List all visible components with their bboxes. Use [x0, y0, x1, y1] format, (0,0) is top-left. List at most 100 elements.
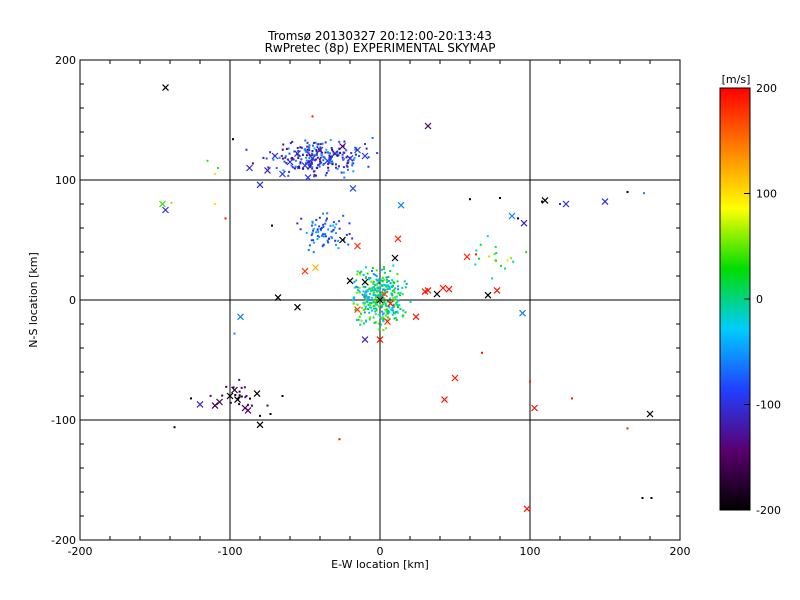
- data-dot: [370, 280, 373, 283]
- data-dot: [240, 395, 243, 398]
- data-dot: [384, 289, 387, 292]
- data-cross: [601, 198, 609, 206]
- data-dot: [327, 228, 330, 231]
- data-dot: [281, 148, 284, 151]
- data-dot: [328, 159, 331, 162]
- data-dot: [370, 296, 373, 299]
- data-dot: [348, 232, 351, 235]
- data-cross: [394, 235, 402, 243]
- data-dot: [385, 284, 388, 287]
- data-dot: [371, 289, 374, 292]
- data-dot: [292, 158, 295, 161]
- data-dot: [368, 278, 371, 281]
- data-dot: [265, 157, 268, 160]
- chart-subtitle: RwPretec (8p) EXPERIMENTAL SKYMAP: [265, 41, 496, 55]
- data-dot: [358, 271, 361, 274]
- data-dot: [374, 297, 377, 300]
- data-dot: [377, 305, 380, 308]
- data-dot: [397, 288, 400, 291]
- data-dot: [304, 139, 307, 142]
- data-cross: [508, 212, 516, 220]
- data-dot: [324, 141, 327, 144]
- data-dot: [173, 426, 176, 429]
- data-dot: [353, 286, 356, 289]
- data-dot: [571, 397, 573, 400]
- data-dot: [298, 166, 301, 169]
- data-dot: [299, 162, 302, 165]
- data-dot: [312, 239, 315, 242]
- data-cross: [301, 162, 309, 170]
- data-dot: [364, 291, 367, 294]
- data-dot: [379, 295, 382, 298]
- data-cross: [211, 402, 219, 410]
- data-dot: [381, 313, 384, 316]
- data-dot: [379, 305, 382, 308]
- data-dot: [385, 305, 388, 308]
- data-dot: [385, 311, 388, 314]
- data-dot: [494, 259, 497, 262]
- data-dot: [232, 138, 234, 141]
- data-dot: [381, 291, 384, 294]
- data-dot: [288, 170, 291, 173]
- data-dot: [375, 301, 378, 304]
- data-dot: [368, 296, 371, 299]
- data-dot: [321, 142, 324, 145]
- data-cross: [441, 396, 448, 404]
- data-dot: [343, 176, 346, 179]
- data-dot: [356, 273, 359, 276]
- data-dot: [397, 292, 400, 295]
- chart-title: Tromsø 20130327 20:12:00-20:13:43: [267, 29, 492, 43]
- data-dot: [331, 160, 334, 163]
- data-dot: [375, 275, 378, 278]
- data-cross: [523, 505, 531, 513]
- data-dot: [250, 404, 253, 407]
- data-dot: [392, 297, 395, 300]
- data-dot: [206, 159, 209, 162]
- data-dot: [396, 303, 399, 306]
- data-dot: [364, 143, 366, 145]
- data-dot: [381, 316, 384, 319]
- data-cross: [304, 174, 312, 182]
- data-dot: [310, 224, 313, 227]
- data-dot: [325, 148, 328, 151]
- data-cross: [439, 284, 447, 292]
- data-dot: [281, 395, 284, 397]
- data-dot: [391, 279, 394, 282]
- data-dot: [367, 156, 370, 159]
- data-dot: [224, 217, 227, 220]
- data-dot: [374, 313, 377, 316]
- data-dot: [384, 327, 387, 330]
- data-cross: [381, 290, 388, 298]
- data-dot: [506, 259, 509, 262]
- data-dot: [333, 226, 336, 229]
- data-dot: [331, 230, 334, 233]
- data-dot: [325, 171, 328, 174]
- data-dot: [369, 276, 372, 279]
- data-dot: [387, 305, 390, 308]
- data-dot: [315, 231, 318, 234]
- data-cross: [451, 374, 459, 382]
- data-dot: [316, 156, 319, 159]
- data-dot: [373, 321, 376, 324]
- data-dot: [384, 314, 387, 317]
- data-dot: [357, 288, 360, 291]
- data-dot: [354, 153, 357, 156]
- data-dot: [355, 285, 358, 288]
- data-dot: [379, 316, 382, 319]
- data-dot: [525, 251, 528, 254]
- data-dot: [308, 154, 311, 157]
- data-dot: [329, 152, 332, 155]
- data-dot: [308, 149, 311, 152]
- data-dot: [376, 300, 379, 303]
- data-dot: [321, 245, 324, 248]
- data-dot: [350, 152, 353, 155]
- data-dot: [650, 497, 653, 499]
- data-dot: [355, 279, 358, 282]
- data-dot: [382, 317, 385, 320]
- data-dot: [643, 192, 645, 195]
- data-dot: [396, 280, 399, 283]
- data-dot: [364, 305, 367, 308]
- data-dot: [372, 293, 375, 296]
- data-dot: [336, 167, 339, 170]
- data-dot: [379, 292, 382, 295]
